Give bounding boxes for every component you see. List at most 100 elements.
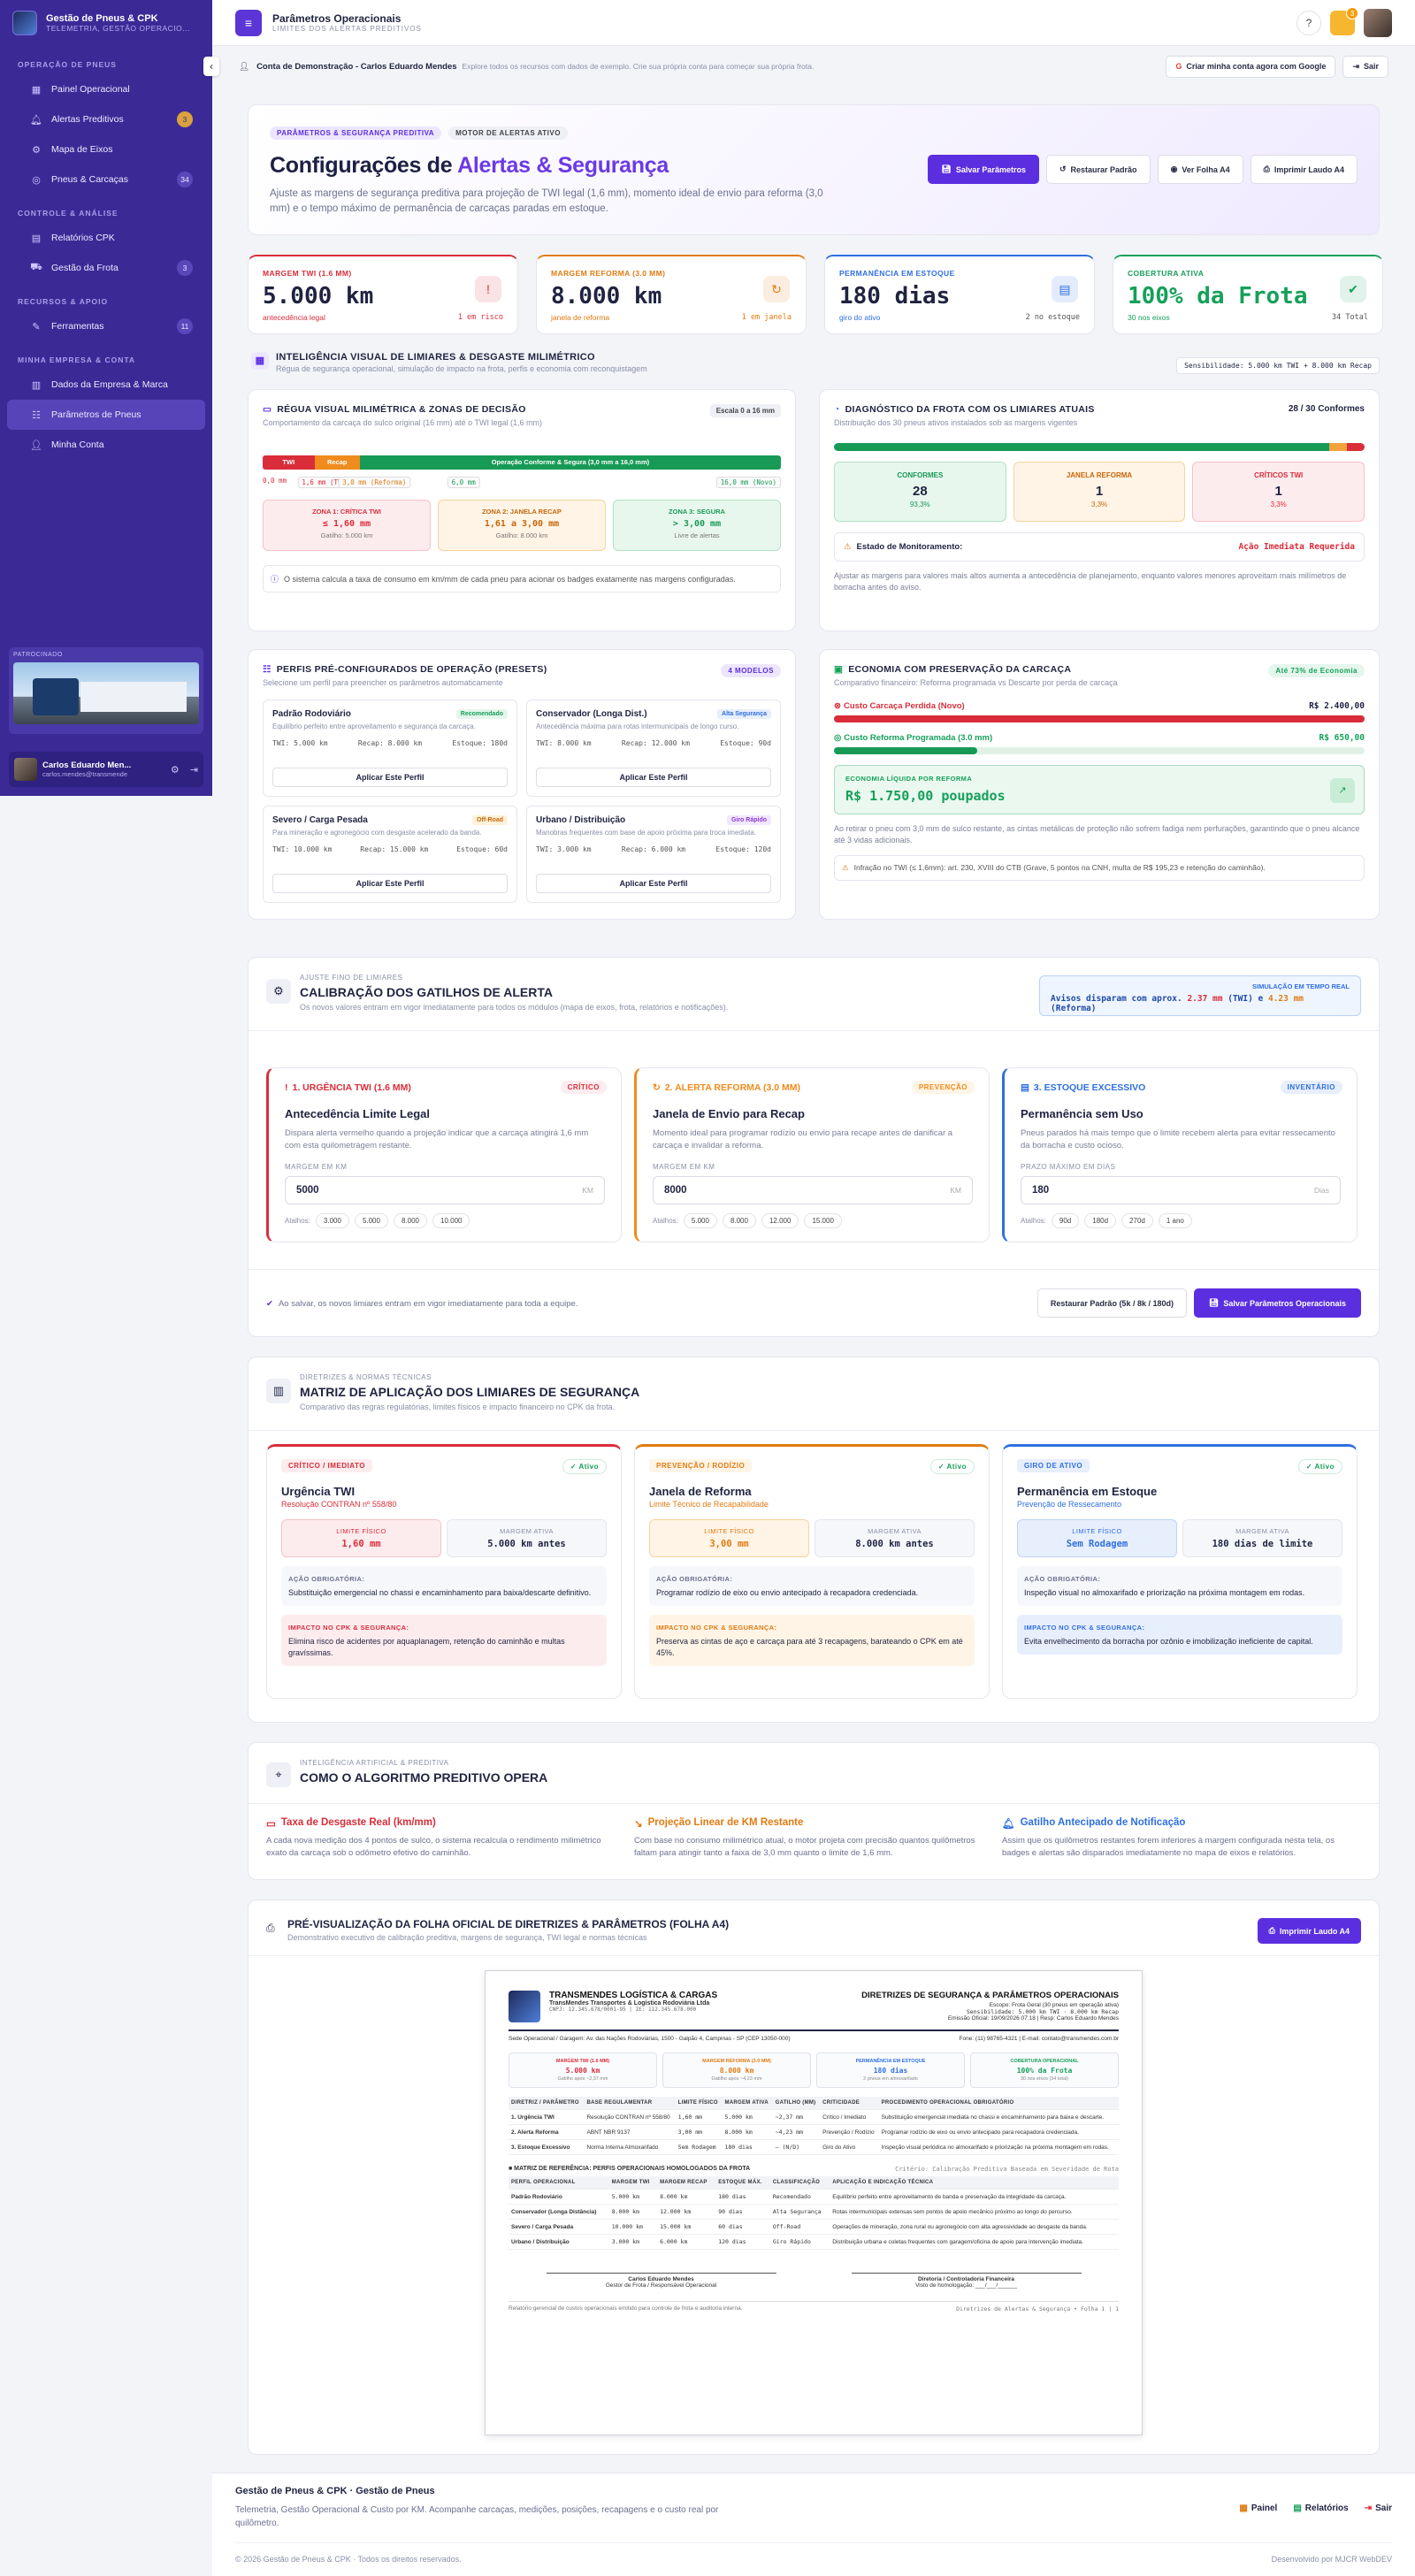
algo-description: Com base no consumo milimétrico atual, o… (634, 1836, 975, 1858)
preset-twi: TWI: 10.000 km (272, 845, 333, 853)
doc-table-header: MARGEM TWI (608, 2176, 658, 2190)
shortcut-chip[interactable]: 8.000 (393, 1213, 427, 1228)
collapse-sidebar-button[interactable]: ‹ (203, 57, 219, 76)
sponsor-banner[interactable]: PATROCINADO (9, 647, 203, 734)
apply-preset-button[interactable]: Aplicar Este Perfil (536, 874, 771, 893)
preset-card[interactable]: Padrão Rodoviário Recomendado Equilíbrio p… (263, 699, 517, 797)
footer-copyright: © 2026 Gestão de Pneus & CPK · Todos os … (235, 2555, 462, 2564)
doc-kpi: COBERTURA OPERACIONAL 100% da Frota 30 nos… (970, 2052, 1119, 2088)
footer-link-report[interactable]: ▤ Relatórios (1293, 2503, 1348, 2513)
footer-link-grid[interactable]: ▦ Painel (1239, 2503, 1277, 2513)
preset-card[interactable]: Severo / Carga Pesada Off-Road Para minera… (263, 806, 517, 903)
footer-developer[interactable]: Desenvolvido por MJCR WebDEV (1271, 2555, 1392, 2564)
exit-button[interactable]: ⇥ Sair (1342, 55, 1388, 78)
cpk-impact-label: IMPACTO NO CPK & SEGURANÇA: (288, 1624, 409, 1632)
sponsor-label: PATROCINADO (13, 652, 63, 658)
save-operational-params-button[interactable]: 💾︎ Salvar Parâmetros Operacionais (1193, 1288, 1361, 1318)
zone-title: ZONA 3: SEGURA (669, 508, 725, 516)
hero-description: Ajuste as margens de segurança preditiva… (270, 188, 823, 214)
gear-icon[interactable]: ⚙ (170, 764, 180, 776)
shortcut-chip[interactable]: 3.000 (315, 1213, 349, 1228)
lost-bar (834, 715, 1365, 722)
restore-default-button[interactable]: ↺ Restaurar Padrão (1045, 155, 1151, 184)
doc-emission: Emissão Oficial: 19/09/2026 07:18 | Resp… (947, 2015, 1119, 2022)
bell-icon: 🔔︎ (30, 114, 42, 126)
doc-kpi-sub: 30 nos eixos (34 total) (1020, 2076, 1069, 2082)
brand[interactable]: Gestão de Pneus & CPK TELEMETRIA, GESTÃO … (0, 0, 212, 46)
sidebar-item-sliders[interactable]: ☷ Parâmetros de Pneus (7, 400, 205, 430)
shortcut-chip[interactable]: 12.000 (761, 1213, 799, 1228)
view-a4-button[interactable]: ◉ Ver Folha A4 (1157, 155, 1243, 184)
doc-kpi: MARGEM REFORMA (3.0 MM) 8.000 km Gatilho a… (662, 2052, 811, 2088)
logout-icon[interactable]: ⇥ (189, 764, 198, 776)
preset-card[interactable]: Conservador (Longa Dist.) Alta Segurança A… (526, 699, 781, 797)
gear-icon: ⚙ (266, 979, 291, 1004)
algo-heading: ▭ Taxa de Desgaste Real (km/mm) (266, 1817, 611, 1830)
calibration-card: ↻ 2. ALERTA REFORMA (3.0 MM) PREVENÇÃO Jane… (634, 1067, 990, 1242)
calib-input[interactable]: 5000 KM (285, 1176, 605, 1204)
sidebar-item-tire[interactable]: ◎ Pneus & Carcaças 34 (7, 164, 205, 195)
notifications-button[interactable]: 🔔︎3 (1330, 6, 1358, 35)
doc-table-cell: Severo / Carga Pesada (509, 2219, 609, 2235)
kpi-foot-left: giro do ativo (839, 313, 881, 322)
menu-icon[interactable]: ≡ (235, 9, 262, 36)
active-margin-label: MARGEM ATIVA (868, 1527, 922, 1535)
apply-preset-button[interactable]: Aplicar Este Perfil (272, 874, 508, 893)
ruler-subtitle: Comportamento da carcaça do sulco origin… (263, 418, 542, 427)
avatar[interactable] (1364, 8, 1392, 37)
mandatory-action-label: AÇÃO OBRIGATÓRIA: (1024, 1575, 1101, 1583)
sidebar-item-bell[interactable]: 🔔︎ Alertas Preditivos 3 (7, 104, 205, 134)
print-a4-button[interactable]: ⎙ Imprimir Laudo A4 (1257, 1918, 1361, 1944)
shortcut-chip[interactable]: 10.000 (432, 1213, 470, 1228)
sidebar-item-tools[interactable]: ✎ Ferramentas 11 (7, 311, 205, 341)
calib-input[interactable]: 8000 KM (653, 1176, 973, 1204)
sidebar-item-axle[interactable]: ⚙ Mapa de Eixos (7, 134, 205, 164)
doc-table-cell: 60 dias (715, 2219, 770, 2235)
google-signup-button[interactable]: G Criar minha conta agora com Google (1166, 55, 1336, 78)
preset-est: Estoque: 90d (720, 739, 771, 747)
doc-scope: Escopo: Frota Geral (30 pneus em operaçã… (989, 2002, 1119, 2008)
shortcut-chip[interactable]: 5.000 (354, 1213, 388, 1228)
preset-card[interactable]: Urbano / Distribuição Giro Rápido Manobras… (526, 806, 781, 903)
sliders-icon: ☷ (32, 409, 41, 421)
doc-table-header: MARGEM RECAP (657, 2176, 716, 2190)
shortcut-chip[interactable]: 270d (1121, 1213, 1153, 1228)
shortcut-chip[interactable]: 1 ano (1158, 1213, 1192, 1228)
user-card[interactable]: Carlos Eduardo Men... carlos.mendes@trans… (9, 752, 203, 787)
sidebar-item-label: Parâmetros de Pneus (51, 409, 142, 420)
shortcut-chip[interactable]: 180d (1084, 1213, 1117, 1228)
physical-limit-label: LIMITE FÍSICO (336, 1527, 386, 1535)
sidebar-item-grid[interactable]: ▦ Painel Operacional (7, 74, 205, 104)
doc-table-cell: Conservador (Longa Distância) (509, 2204, 609, 2220)
calib-card-badge: CRÍTICO (560, 1081, 607, 1094)
shortcut-chip[interactable]: 5.000 (683, 1213, 717, 1228)
save-params-button[interactable]: 💾︎ Salvar Parâmetros (928, 155, 1039, 184)
doc-kpi-value: 8.000 km (719, 2067, 754, 2075)
doc-matrix-title: ■ MATRIZ DE REFERÊNCIA: PERFIS OPERACION… (509, 2166, 751, 2172)
matrix-tag: CRÍTICO / IMEDIATO (281, 1459, 372, 1472)
sidebar-item-user[interactable]: 👤︎ Minha Conta (7, 430, 205, 460)
calib-input[interactable]: 180 Dias (1021, 1176, 1341, 1204)
sidebar-item-truck[interactable]: ⛟ Gestão da Frota 3 (7, 253, 205, 283)
doc-table-cell: 1. Urgência TWI (509, 2109, 585, 2125)
ruler-panel: ▭ RÉGUA VISUAL MILIMÉTRICA & ZONAS DE DEC… (248, 389, 796, 631)
apply-preset-button[interactable]: Aplicar Este Perfil (536, 768, 771, 787)
shortcut-chip[interactable]: 15.000 (804, 1213, 842, 1228)
active-margin-label: MARGEM ATIVA (500, 1527, 554, 1535)
trend-up-icon: ↗ (1330, 778, 1355, 803)
help-icon[interactable]: ? (1296, 10, 1321, 35)
doc-table-cell: 5.000 km (608, 2189, 658, 2205)
diag-stat-value: 1 (1095, 484, 1104, 499)
footer-link-logout[interactable]: ⇥ Sair (1365, 2503, 1392, 2513)
restore-defaults-button[interactable]: Restaurar Padrão (5k / 8k / 180d) (1036, 1288, 1187, 1318)
cpk-impact-label: IMPACTO NO CPK & SEGURANÇA: (656, 1624, 777, 1632)
shortcut-chip[interactable]: 8.000 (722, 1213, 756, 1228)
preset-name: Padrão Rodoviário (272, 709, 351, 719)
algo-column: ↘ Projeção Linear de KM Restante Com base … (634, 1817, 979, 1860)
sidebar-item-report[interactable]: ▤ Relatórios CPK (7, 223, 205, 253)
print-report-button[interactable]: ⎙ Imprimir Laudo A4 (1250, 155, 1358, 184)
intel-title: INTELIGÊNCIA VISUAL DE LIMIARES & DESGAS… (276, 352, 595, 363)
sidebar-item-building[interactable]: ▥ Dados da Empresa & Marca (7, 370, 205, 400)
shortcut-chip[interactable]: 90d (1051, 1213, 1080, 1228)
apply-preset-button[interactable]: Aplicar Este Perfil (272, 768, 508, 787)
